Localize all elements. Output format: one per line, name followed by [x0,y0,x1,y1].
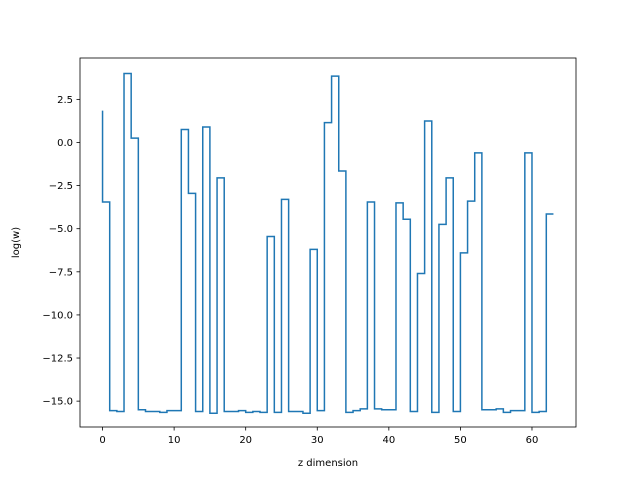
x-axis-ticks: 0 10 20 30 40 50 60 [99,427,538,446]
x-tick-label: 20 [239,435,252,446]
y-axis-ticks: 2.5 0.0 −2.5 −5.0 −7.5 −10.0 −12.5 −15.0 [42,95,80,408]
series-line [101,72,554,414]
x-axis-label: z dimension [298,458,358,469]
axes-frame [79,57,577,428]
x-tick-label: 60 [526,435,539,446]
y-tick-label: 2.5 [57,95,73,106]
y-tick-label: −5.0 [49,224,73,235]
y-tick-label: −10.0 [42,310,73,321]
y-tick-label: −15.0 [42,397,73,408]
x-tick-label: 40 [382,435,395,446]
x-tick-label: 0 [99,435,105,446]
y-tick-label: −7.5 [49,267,73,278]
x-tick-label: 10 [168,435,181,446]
x-tick-label: 30 [311,435,324,446]
plot-area [101,72,554,414]
y-tick-label: −2.5 [49,181,73,192]
y-tick-label: 0.0 [57,138,73,149]
y-axis-label: log(w) [11,227,22,258]
y-tick-label: −12.5 [42,354,73,365]
x-tick-label: 50 [454,435,467,446]
